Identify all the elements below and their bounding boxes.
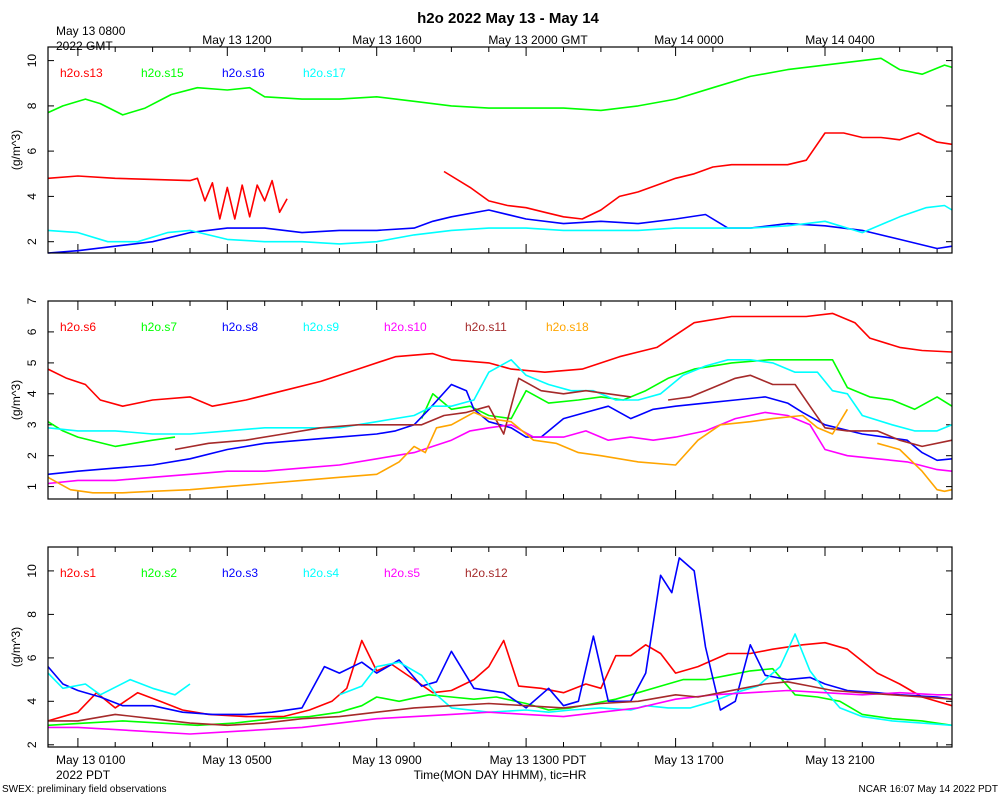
footer-left-note: SWEX: preliminary field observations	[2, 784, 167, 795]
legend-entry: h2o.s1	[60, 566, 96, 580]
y-tick-label: 10	[25, 564, 39, 578]
y-tick-label: 2	[25, 238, 39, 245]
series-line-h2o-s12	[48, 680, 953, 727]
series-line-h2o-s13	[443, 132, 953, 220]
series-line-h2o-s9	[47, 358, 953, 435]
top-axis-label: May 14 0400	[805, 33, 875, 47]
y-tick-label: 4	[25, 193, 39, 200]
bottom-axis-label: May 13 1300 PDT	[490, 753, 587, 767]
legend-entry: h2o.s2	[141, 566, 177, 580]
bottom-axis-corner-label-line2: 2022 PDT	[56, 768, 111, 782]
chart-panel-2: 1 2 3 4 5 6 7 (g/m^3) h2o.s6 h2o.s7 h2o.s8 h2o.s9 h2…	[9, 297, 953, 500]
legend-entry: h2o.s8	[222, 320, 258, 334]
series-line-h2o-s10	[47, 411, 953, 485]
chart-panel-3: 2 4 6 8 10 (g/m^3) h2o.s1 h2o.s2 h2o.s3 h2o.s4 h2o…	[9, 546, 953, 748]
series-line-h2o-s18	[47, 408, 849, 494]
legend-entry: h2o.s7	[141, 320, 177, 334]
top-axis-label: May 13 1600	[352, 33, 422, 47]
y-tick-label: 8	[25, 611, 39, 618]
legend-entry: h2o.s9	[303, 320, 339, 334]
top-axis-label: May 13 2000 GMT	[488, 33, 588, 47]
series-line-h2o-s4	[47, 672, 191, 696]
x-axis-title: Time(MON DAY HHMM), tic=HR	[414, 768, 587, 782]
legend-entry: h2o.s11	[465, 320, 507, 334]
top-axis-label: May 13 1200	[202, 33, 272, 47]
y-tick-label: 4	[25, 390, 39, 397]
legend-entry: h2o.s16	[222, 66, 265, 80]
series-line-h2o-s18	[877, 442, 953, 493]
series-line-h2o-s7	[420, 358, 953, 420]
y-axis-title: (g/m^3)	[9, 627, 23, 667]
bottom-axis-label: May 13 1700	[654, 753, 724, 767]
legend-entry: h2o.s4	[303, 566, 339, 580]
legend-entry: h2o.s12	[465, 566, 508, 580]
top-axis-corner-label-line2: 2022 GMT	[56, 39, 113, 53]
bottom-axis-label: May 13 0900	[352, 753, 422, 767]
series-line-h2o-s4	[339, 633, 953, 727]
legend-entry: h2o.s6	[60, 320, 96, 334]
series-line-h2o-s16	[47, 209, 953, 254]
series-line-h2o-s11	[174, 377, 631, 451]
legend-entry: h2o.s18	[546, 320, 589, 334]
series-line-h2o-s15	[47, 57, 953, 116]
bottom-axis-label: May 13 2100	[805, 753, 875, 767]
y-tick-label: 2	[25, 741, 39, 748]
legend-entry: h2o.s17	[303, 66, 346, 80]
y-axis-title: (g/m^3)	[9, 380, 23, 420]
top-axis-corner-label-line1: May 13 0800	[56, 24, 126, 38]
y-tick-label: 2	[25, 452, 39, 459]
bottom-axis-label: May 13 0500	[202, 753, 272, 767]
series-line-h2o-s5	[48, 689, 952, 735]
y-tick-label: 10	[25, 54, 39, 68]
y-tick-label: 6	[25, 654, 39, 661]
legend-entry: h2o.s15	[141, 66, 184, 80]
figure-title: h2o 2022 May 13 - May 14	[417, 10, 599, 27]
series-line-h2o-s13	[47, 175, 288, 220]
y-tick-label: 7	[25, 297, 39, 304]
legend-entry: h2o.s5	[384, 566, 420, 580]
y-tick-label: 3	[25, 421, 39, 428]
y-tick-label: 8	[25, 102, 39, 109]
y-tick-label: 6	[25, 147, 39, 154]
legend-entry: h2o.s3	[222, 566, 258, 580]
footer-right-note: NCAR 16:07 May 14 2022 PDT	[858, 784, 998, 795]
y-axis-title: (g/m^3)	[9, 130, 23, 170]
series-line-h2o-s17	[47, 204, 953, 245]
legend-entry: h2o.s10	[384, 320, 427, 334]
y-tick-label: 6	[25, 328, 39, 335]
series-line-h2o-s11	[667, 374, 953, 448]
series-line-h2o-s3	[47, 557, 953, 716]
series-line-h2o-s6	[47, 312, 953, 408]
plot-frame	[47, 300, 953, 500]
legend-entry: h2o.s13	[60, 66, 103, 80]
y-tick-label: 4	[25, 698, 39, 705]
chart-panel-1: 2 4 6 8 10 (g/m^3) h2o.s13 h2o.s15 h2o.s16 h2o.s1…	[9, 46, 953, 254]
y-tick-label: 1	[25, 483, 39, 490]
bottom-axis-corner-label-line1: May 13 0100	[56, 753, 126, 767]
top-axis-label: May 14 0000	[654, 33, 724, 47]
y-tick-label: 5	[25, 359, 39, 366]
series-line-h2o-s2	[47, 667, 953, 727]
plot-frame	[47, 546, 953, 748]
plot-frame	[47, 46, 953, 254]
